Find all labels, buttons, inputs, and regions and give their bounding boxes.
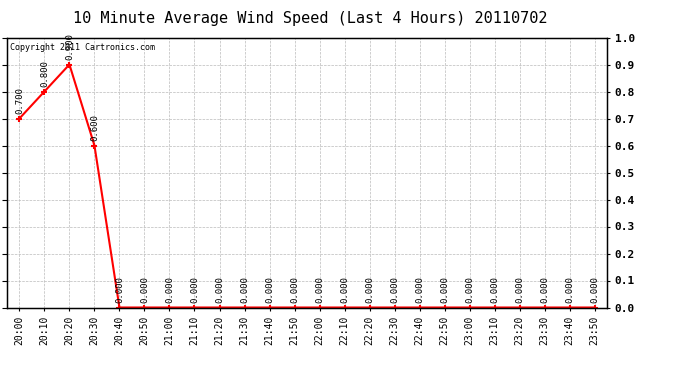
Text: 0.000: 0.000	[215, 276, 224, 303]
Text: 0.000: 0.000	[590, 276, 599, 303]
Text: 0.000: 0.000	[165, 276, 174, 303]
Text: 0.800: 0.800	[40, 60, 49, 87]
Text: 0.000: 0.000	[115, 276, 124, 303]
Text: 0.000: 0.000	[540, 276, 549, 303]
Text: 0.000: 0.000	[365, 276, 374, 303]
Text: 0.000: 0.000	[490, 276, 499, 303]
Text: 0.000: 0.000	[240, 276, 249, 303]
Text: 0.000: 0.000	[390, 276, 399, 303]
Text: 0.600: 0.600	[90, 114, 99, 141]
Text: 0.000: 0.000	[415, 276, 424, 303]
Text: 10 Minute Average Wind Speed (Last 4 Hours) 20110702: 10 Minute Average Wind Speed (Last 4 Hou…	[73, 11, 548, 26]
Text: 0.000: 0.000	[190, 276, 199, 303]
Text: 0.000: 0.000	[465, 276, 474, 303]
Text: 0.700: 0.700	[15, 87, 24, 114]
Text: 0.000: 0.000	[340, 276, 349, 303]
Text: 0.000: 0.000	[515, 276, 524, 303]
Text: Copyright 2011 Cartronics.com: Copyright 2011 Cartronics.com	[10, 43, 155, 52]
Text: 0.000: 0.000	[565, 276, 574, 303]
Text: 0.000: 0.000	[140, 276, 149, 303]
Text: 0.000: 0.000	[265, 276, 274, 303]
Text: 0.000: 0.000	[315, 276, 324, 303]
Text: 0.000: 0.000	[290, 276, 299, 303]
Text: 0.000: 0.000	[440, 276, 449, 303]
Text: 0.900: 0.900	[65, 33, 74, 60]
